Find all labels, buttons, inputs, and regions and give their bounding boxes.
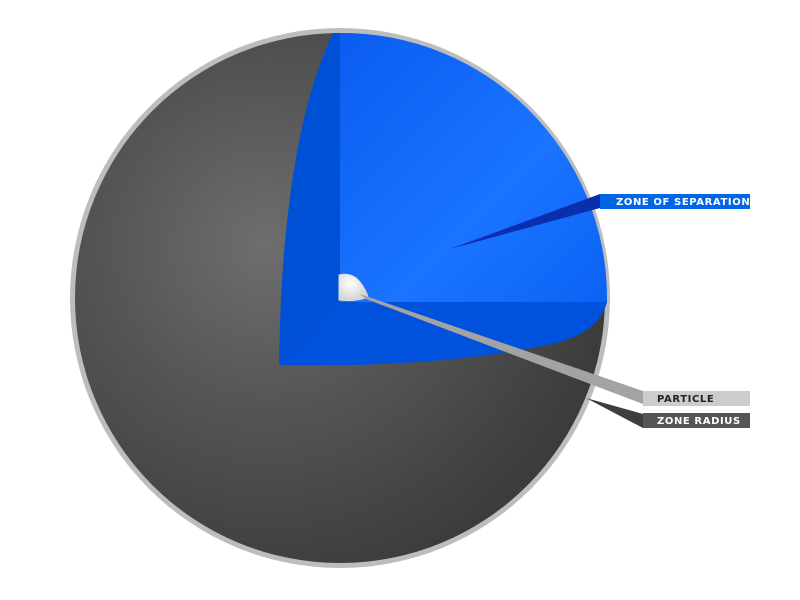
radius-pointer bbox=[586, 398, 643, 428]
particle-label-box bbox=[643, 391, 750, 406]
cutaway-bottom-face bbox=[279, 302, 607, 366]
particle-pointer bbox=[360, 294, 643, 404]
separation-pointer bbox=[450, 194, 600, 249]
radius-label-box bbox=[643, 413, 750, 428]
separation-label: ZONE OF SEPARATION bbox=[616, 197, 750, 208]
cutaway-left-face bbox=[279, 33, 340, 365]
particle-core bbox=[338, 273, 369, 302]
cutaway-quarter-face bbox=[340, 32, 607, 302]
particle-label: PARTICLE bbox=[657, 394, 714, 405]
separation-label-box bbox=[600, 194, 750, 209]
zone-radius-label: ZONE RADIUS bbox=[657, 416, 741, 427]
